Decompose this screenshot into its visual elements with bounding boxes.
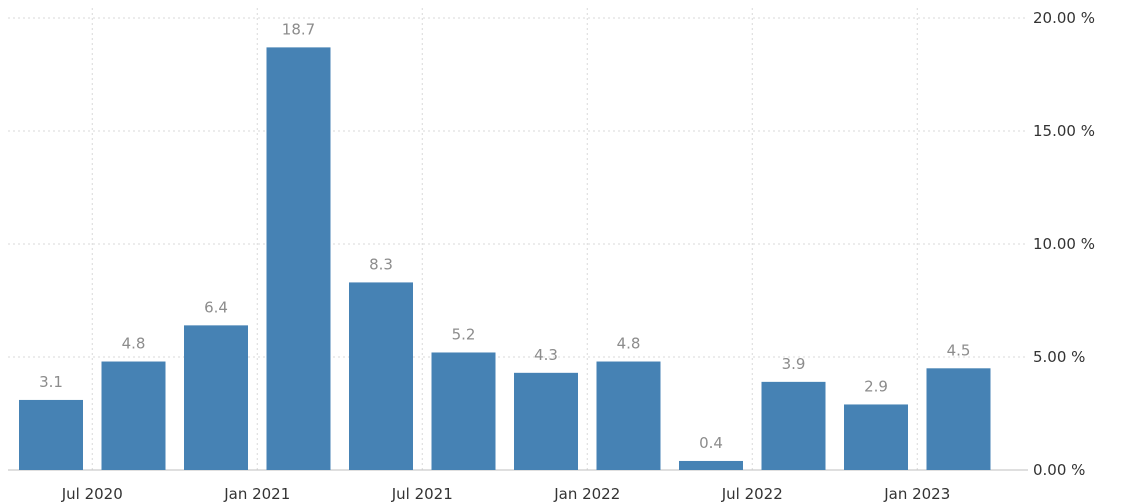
x-axis: Jul 2020 Jan 2021 Jul 2021 Jan 2022 Jul 2022…	[61, 485, 951, 503]
x-tick-label: Jul 2021	[391, 485, 453, 503]
bar-value-label: 4.3	[534, 346, 558, 364]
bar	[844, 404, 908, 470]
bar	[596, 361, 661, 470]
bar	[679, 460, 743, 470]
bar-value-labels: 3.1 4.8 6.4 18.7 8.3 5.2 4.3 4.8 0.4 3.9 2.9 4.5	[39, 20, 970, 452]
bar	[266, 47, 331, 470]
bar-value-label: 4.8	[617, 335, 641, 353]
bar-value-label: 3.9	[782, 355, 806, 373]
bar-value-label: 4.5	[947, 341, 971, 359]
y-tick-label: 0.00 %	[1033, 461, 1085, 479]
bar	[514, 372, 578, 470]
bar-value-label: 6.4	[204, 298, 228, 316]
bar	[761, 381, 826, 470]
bar	[184, 325, 248, 470]
y-tick-label: 15.00 %	[1033, 122, 1095, 140]
y-tick-label: 10.00 %	[1033, 235, 1095, 253]
gridlines	[8, 8, 1028, 471]
x-tick-label: Jan 2021	[223, 485, 290, 503]
bar-value-label: 2.9	[864, 377, 888, 395]
bar	[101, 361, 166, 470]
bar-value-label: 3.1	[39, 373, 63, 391]
x-tick-label: Jan 2022	[553, 485, 620, 503]
y-axis: 0.00 % 5.00 % 10.00 % 15.00 % 20.00 %	[1033, 9, 1095, 479]
bar	[19, 399, 83, 470]
bar	[349, 282, 413, 470]
x-tick-label: Jan 2023	[883, 485, 950, 503]
y-tick-label: 5.00 %	[1033, 348, 1085, 366]
bar-value-label: 5.2	[452, 325, 476, 343]
bar	[431, 352, 496, 470]
bar	[926, 368, 991, 470]
bar-value-label: 8.3	[369, 255, 393, 273]
y-tick-label: 20.00 %	[1033, 9, 1095, 27]
bar-value-label: 18.7	[282, 20, 315, 38]
x-tick-label: Jul 2020	[61, 485, 123, 503]
bars	[19, 47, 991, 470]
x-tick-label: Jul 2022	[721, 485, 783, 503]
bar-value-label: 0.4	[699, 434, 723, 452]
bar-value-label: 4.8	[122, 335, 146, 353]
